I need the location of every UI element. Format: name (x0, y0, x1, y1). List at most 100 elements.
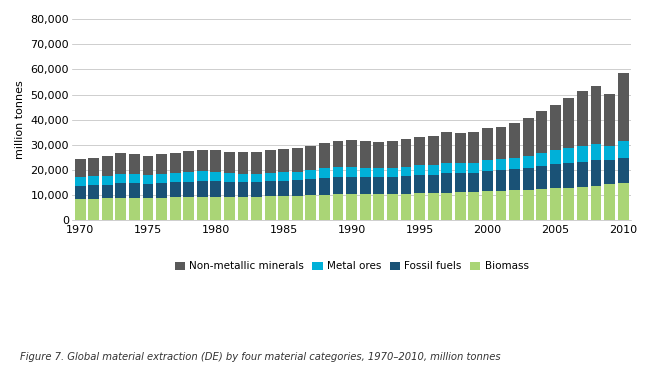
Bar (170, 153, 181, 173)
Bar (522, 118, 534, 156)
Bar (360, 194, 371, 220)
Bar (88, 186, 99, 198)
Bar (604, 160, 615, 184)
Bar (564, 149, 574, 163)
Bar (468, 163, 479, 173)
Bar (577, 162, 588, 187)
Bar (536, 189, 547, 220)
Bar (360, 141, 371, 168)
Bar (604, 146, 615, 160)
Bar (306, 146, 316, 170)
Bar (618, 158, 629, 183)
Bar (129, 154, 140, 173)
Bar (306, 179, 316, 195)
Bar (264, 182, 276, 196)
Bar (604, 184, 615, 220)
Bar (482, 171, 493, 191)
Bar (88, 158, 99, 176)
Bar (332, 167, 343, 177)
Bar (468, 173, 479, 192)
Bar (564, 98, 574, 149)
Bar (468, 192, 479, 220)
Bar (346, 167, 357, 177)
Bar (156, 154, 167, 174)
Bar (604, 94, 615, 146)
Bar (251, 152, 262, 174)
Bar (156, 183, 167, 198)
Bar (183, 197, 194, 220)
Bar (400, 167, 411, 176)
Bar (428, 175, 439, 193)
Bar (251, 174, 262, 182)
Bar (360, 168, 371, 178)
Bar (102, 198, 113, 220)
Bar (292, 172, 303, 180)
Bar (210, 150, 221, 172)
Bar (428, 193, 439, 220)
Bar (238, 197, 248, 220)
Bar (224, 173, 235, 182)
Bar (387, 177, 398, 194)
Bar (496, 160, 507, 170)
Bar (278, 181, 289, 196)
Bar (210, 172, 221, 181)
Bar (102, 185, 113, 198)
Bar (170, 173, 181, 182)
Bar (183, 182, 194, 197)
Bar (387, 194, 398, 220)
Bar (251, 197, 262, 220)
Bar (129, 173, 140, 183)
Bar (142, 184, 153, 198)
Bar (414, 175, 425, 194)
Bar (577, 91, 588, 146)
Bar (577, 146, 588, 162)
Bar (550, 150, 561, 164)
Bar (292, 180, 303, 196)
Bar (522, 168, 534, 190)
Bar (428, 165, 439, 175)
Bar (170, 182, 181, 197)
Bar (238, 182, 248, 197)
Bar (332, 141, 343, 167)
Bar (454, 163, 466, 173)
Bar (278, 172, 289, 181)
Bar (346, 194, 357, 220)
Bar (319, 168, 330, 178)
Bar (224, 182, 235, 197)
Bar (374, 168, 384, 178)
Bar (170, 197, 181, 220)
Bar (441, 163, 452, 173)
Bar (142, 157, 153, 175)
Bar (292, 148, 303, 172)
Bar (197, 197, 208, 220)
Legend: Non-metallic minerals, Metal ores, Fossil fuels, Biomass: Non-metallic minerals, Metal ores, Fossi… (170, 257, 533, 276)
Bar (509, 158, 520, 169)
Y-axis label: million tonnes: million tonnes (15, 80, 25, 159)
Bar (550, 105, 561, 150)
Bar (482, 128, 493, 161)
Bar (509, 169, 520, 190)
Bar (468, 131, 479, 163)
Bar (264, 150, 276, 173)
Bar (210, 197, 221, 220)
Bar (536, 166, 547, 189)
Bar (482, 161, 493, 171)
Bar (454, 173, 466, 193)
Bar (618, 183, 629, 220)
Bar (306, 170, 316, 179)
Bar (102, 176, 113, 185)
Bar (590, 86, 601, 144)
Bar (496, 191, 507, 220)
Bar (116, 183, 126, 198)
Bar (224, 197, 235, 220)
Bar (590, 144, 601, 161)
Bar (251, 182, 262, 197)
Bar (319, 195, 330, 220)
Bar (264, 173, 276, 182)
Bar (414, 137, 425, 165)
Bar (360, 178, 371, 194)
Bar (441, 132, 452, 163)
Bar (197, 171, 208, 181)
Bar (264, 196, 276, 220)
Bar (536, 153, 547, 166)
